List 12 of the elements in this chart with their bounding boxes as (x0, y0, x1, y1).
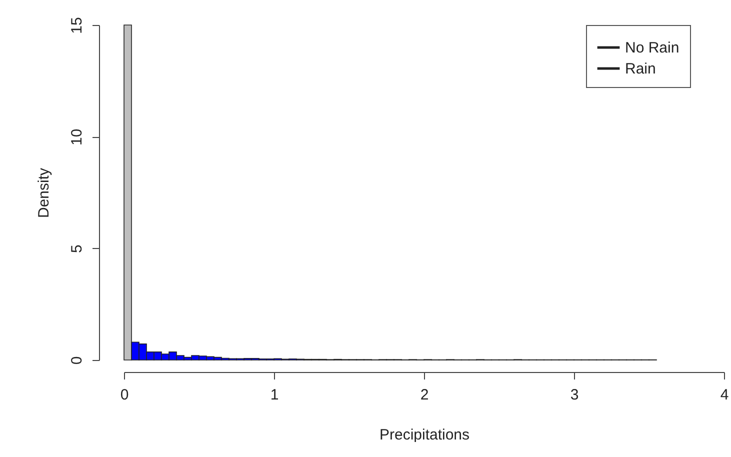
x-tick-label: 4 (720, 386, 729, 404)
legend-label: Rain (625, 60, 656, 78)
x-tick-label: 2 (420, 386, 429, 404)
y-tick-label: 5 (68, 244, 86, 254)
y-tick-label: 10 (68, 128, 86, 146)
y-tick-label: 0 (68, 356, 86, 365)
x-tick-label: 3 (570, 386, 579, 404)
x-tick-label: 0 (120, 386, 129, 404)
y-tick-label: 15 (68, 17, 86, 34)
legend-label: No Rain (625, 40, 680, 56)
x-tick-label: 1 (270, 386, 279, 404)
y-axis-title: Density (36, 168, 52, 218)
